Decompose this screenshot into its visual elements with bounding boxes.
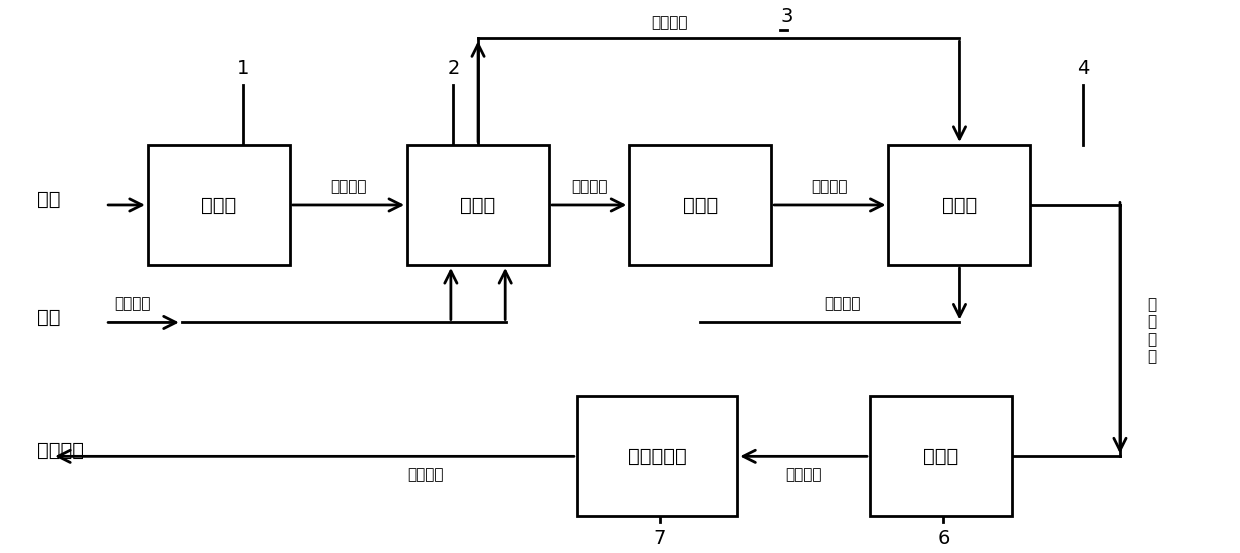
Text: 沼气方向: 沼气方向	[407, 467, 444, 482]
Text: 沼气: 沼气	[37, 307, 61, 326]
Text: 沉淀池: 沉淀池	[201, 195, 237, 215]
Bar	[407, 145, 549, 265]
Text: 2: 2	[448, 59, 460, 78]
Text: 沼液方向: 沼液方向	[823, 296, 861, 311]
Text: 1: 1	[237, 59, 249, 78]
Text: 沼液方向: 沼液方向	[570, 179, 608, 194]
Bar	[629, 145, 771, 265]
Text: 6: 6	[937, 529, 950, 548]
Text: 沼液: 沼液	[37, 190, 61, 209]
Bar	[148, 145, 290, 265]
Text: 清洁沼气: 清洁沼气	[37, 441, 84, 461]
Bar	[870, 397, 1012, 517]
Text: 干式脱硫罐: 干式脱硫罐	[627, 447, 687, 466]
Text: 电解池: 电解池	[460, 195, 496, 215]
Text: 沼
气
方
向: 沼 气 方 向	[1147, 297, 1156, 364]
Text: 沼液方向: 沼液方向	[330, 179, 367, 194]
Text: 7: 7	[653, 529, 666, 548]
Text: 沼气方向: 沼气方向	[785, 467, 822, 482]
Text: 沼液方向: 沼液方向	[812, 179, 848, 194]
Text: 沼气方向: 沼气方向	[114, 296, 150, 311]
Text: 脱硫塔: 脱硫塔	[942, 195, 977, 215]
Bar	[577, 397, 738, 517]
Text: 气浮机: 气浮机	[682, 195, 718, 215]
Bar	[889, 145, 1030, 265]
Text: 4: 4	[1076, 59, 1089, 78]
Text: 沼气方向: 沼气方向	[651, 15, 688, 30]
Text: 3: 3	[780, 7, 792, 26]
Text: 凝水器: 凝水器	[924, 447, 959, 466]
